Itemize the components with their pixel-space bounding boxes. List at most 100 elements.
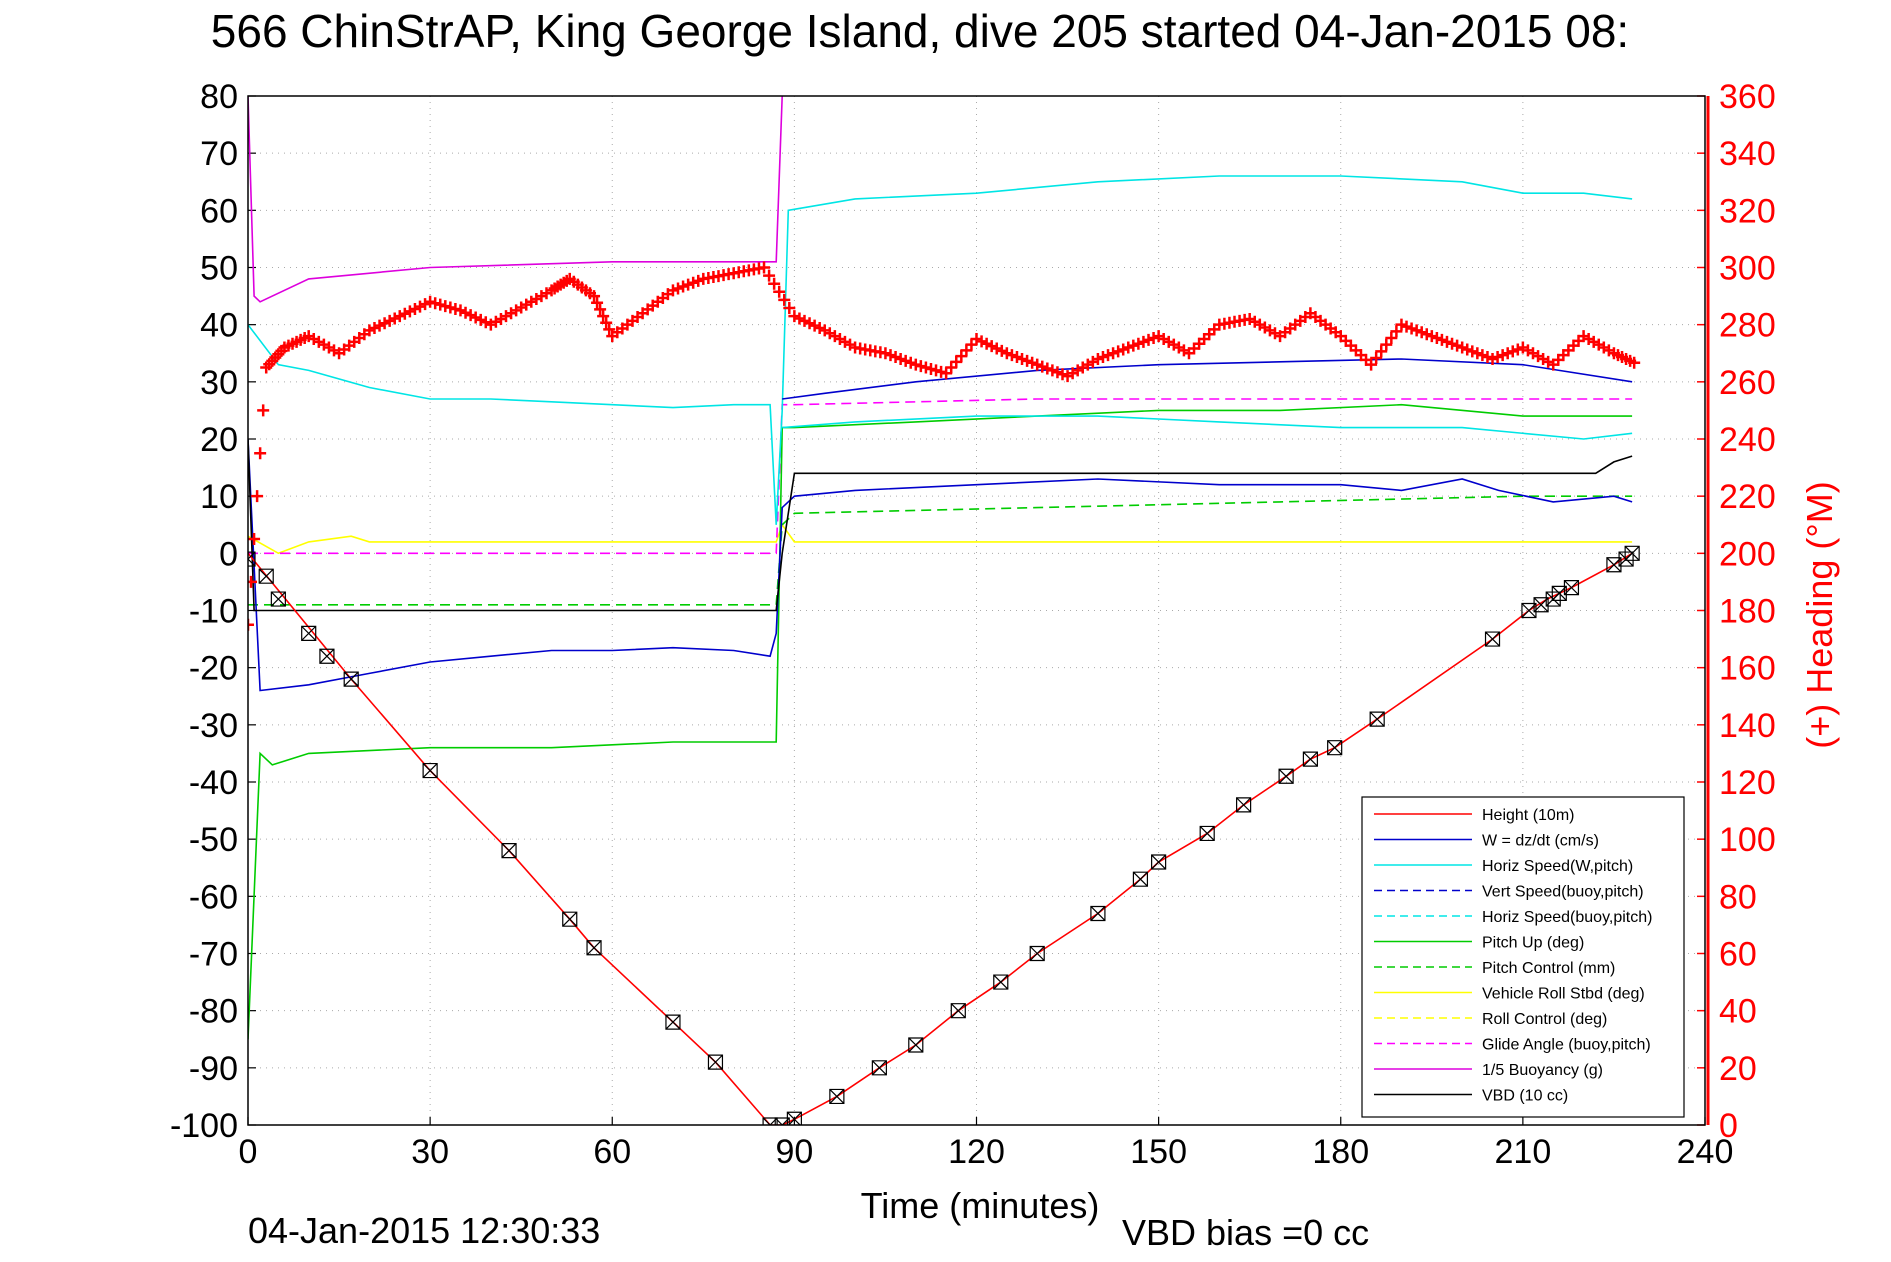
height-markers bbox=[248, 545, 1640, 1125]
height-marker bbox=[1151, 854, 1167, 870]
x-tick-label: 30 bbox=[411, 1133, 449, 1171]
y-right-tick-label: 0 bbox=[1719, 1107, 1738, 1145]
height-marker bbox=[786, 1111, 802, 1125]
height-marker bbox=[1132, 871, 1149, 887]
height-marker bbox=[270, 591, 286, 607]
y-right-tick-labels: 3603403203002802602402202001801601401201… bbox=[1719, 78, 1776, 1145]
height-marker bbox=[301, 625, 317, 641]
legend-label: W = dz/dt (cm/s) bbox=[1482, 833, 1599, 850]
x-tick-labels: 0 30 60 90 120 150 180 210 240 bbox=[239, 1133, 1734, 1171]
series-line-pitch bbox=[248, 495, 1633, 606]
legend-box bbox=[1361, 796, 1685, 1118]
height-marker bbox=[1029, 945, 1045, 962]
y-right-axis-label: (+) Heading (°M) bbox=[1799, 481, 1840, 748]
y-tick-label: -10 bbox=[189, 593, 238, 631]
y-right-tick-label: 60 bbox=[1719, 936, 1757, 974]
y-tick-label: -80 bbox=[189, 993, 238, 1031]
x-tick-label: 60 bbox=[593, 1133, 631, 1171]
height-marker bbox=[1369, 711, 1385, 727]
vbd-bias-footer: VBD bias =0 cc bbox=[1122, 1212, 1369, 1253]
heading-point bbox=[588, 290, 601, 303]
y-tick-label: 70 bbox=[200, 135, 238, 173]
height-marker bbox=[343, 671, 359, 687]
x-tick-label: 180 bbox=[1312, 1133, 1369, 1171]
heading-point bbox=[768, 277, 781, 290]
y-tick-labels: 80 70 60 50 40 30 20 10 0 -10 -20 -30 -40 -50 -60 -70 -8… bbox=[170, 78, 238, 1145]
heading-point bbox=[778, 293, 791, 306]
y-tick-label: -70 bbox=[189, 936, 238, 974]
legend-label: Roll Control (deg) bbox=[1482, 1011, 1607, 1028]
height-marker bbox=[1624, 545, 1640, 561]
series-line-horiz_speed bbox=[248, 175, 1633, 525]
heading-point bbox=[251, 490, 264, 503]
y-tick-label: -40 bbox=[189, 764, 238, 802]
series-line-roll bbox=[248, 523, 1633, 555]
heading-point bbox=[773, 285, 786, 298]
y-tick-label: -50 bbox=[189, 821, 238, 859]
series-layer bbox=[248, 96, 1641, 1125]
chart-title: 566 ChinStrAP, King George Island, dive … bbox=[211, 5, 1629, 57]
x-tick-label: 120 bbox=[948, 1133, 1005, 1171]
series-line-glide bbox=[248, 398, 1633, 555]
y-tick-label: 80 bbox=[200, 78, 238, 116]
y-right-tick-label: 180 bbox=[1719, 593, 1776, 631]
y-tick-label: 40 bbox=[200, 307, 238, 345]
height-marker bbox=[248, 551, 256, 567]
heading-point bbox=[257, 404, 270, 417]
legend-label: Vehicle Roll Stbd (deg) bbox=[1482, 986, 1645, 1003]
legend-label: Horiz Speed(buoy,pitch) bbox=[1482, 909, 1652, 926]
heading-point bbox=[594, 303, 607, 316]
heading-point bbox=[1365, 358, 1378, 371]
heading-point bbox=[1370, 352, 1383, 365]
y-right-tick-label: 120 bbox=[1719, 764, 1776, 802]
y-right-tick-label: 40 bbox=[1719, 993, 1757, 1031]
y-right-tick-label: 260 bbox=[1719, 364, 1776, 402]
heading-point bbox=[248, 575, 258, 588]
y-tick-label: -20 bbox=[189, 650, 238, 688]
heading-point bbox=[254, 447, 267, 460]
y-tick-label: -30 bbox=[189, 707, 238, 745]
heading-point bbox=[600, 316, 613, 329]
height-marker bbox=[422, 762, 438, 779]
heading-point bbox=[763, 269, 776, 282]
height-marker bbox=[1484, 631, 1501, 647]
heading-point bbox=[1628, 356, 1641, 369]
heading-series bbox=[248, 261, 1641, 631]
heading-point bbox=[597, 310, 610, 323]
y-tick-label: 20 bbox=[200, 421, 238, 459]
heading-point bbox=[783, 301, 796, 314]
x-tick-label: 90 bbox=[775, 1133, 813, 1171]
height-marker bbox=[586, 940, 602, 956]
heading-point bbox=[758, 261, 771, 274]
legend-label: Glide Angle (buoy,pitch) bbox=[1482, 1037, 1651, 1054]
height-marker bbox=[319, 648, 335, 664]
legend-label: Height (10m) bbox=[1482, 807, 1574, 824]
legend-label: 1/5 Buoyancy (g) bbox=[1482, 1062, 1603, 1079]
height-marker bbox=[1199, 825, 1215, 842]
heading-point bbox=[603, 323, 616, 336]
legend-label: VBD (10 cc) bbox=[1482, 1088, 1568, 1105]
x-tick-label: 0 bbox=[239, 1133, 258, 1171]
y-right-tick-label: 200 bbox=[1719, 535, 1776, 573]
y-right-tick-label: 340 bbox=[1719, 135, 1776, 173]
heading-point bbox=[1390, 325, 1403, 338]
y-right-tick-label: 160 bbox=[1719, 650, 1776, 688]
timestamp-footer: 04-Jan-2015 12:30:33 bbox=[248, 1210, 600, 1251]
y-right-tick-label: 20 bbox=[1719, 1050, 1757, 1088]
heading-point bbox=[1375, 345, 1388, 358]
height-marker bbox=[1563, 580, 1580, 596]
y-tick-label: 60 bbox=[200, 192, 238, 230]
series-line-buoyancy bbox=[248, 96, 783, 303]
x-axis-label: Time (minutes) bbox=[861, 1185, 1100, 1226]
x-tick-label: 210 bbox=[1495, 1133, 1552, 1171]
height-marker bbox=[258, 568, 274, 584]
y-right-tick-label: 300 bbox=[1719, 250, 1776, 288]
series-line-vbd bbox=[248, 438, 1633, 612]
x-tick-label: 240 bbox=[1677, 1133, 1734, 1171]
height-marker bbox=[871, 1060, 887, 1076]
height-marker bbox=[501, 843, 517, 859]
heading-point bbox=[591, 296, 604, 309]
height-marker bbox=[908, 1037, 924, 1053]
y-right-tick-label: 360 bbox=[1719, 78, 1776, 116]
